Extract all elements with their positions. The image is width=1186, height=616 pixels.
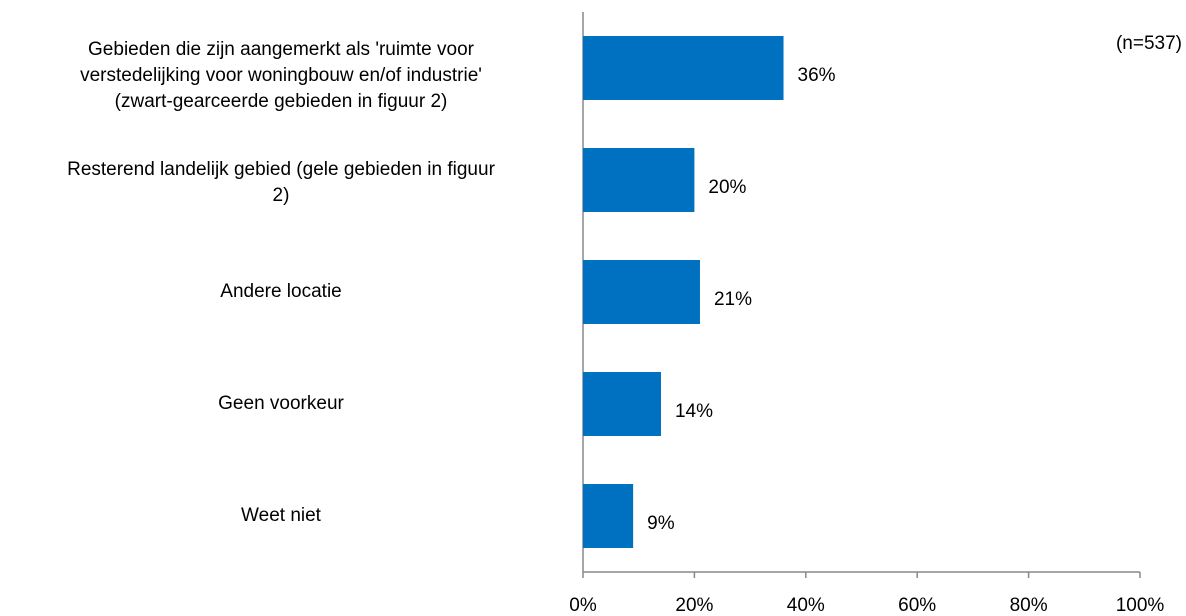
bar	[583, 148, 695, 212]
bar	[583, 484, 634, 548]
bar	[583, 372, 661, 436]
value-label: 14%	[675, 401, 713, 422]
x-tick-label: 100%	[1116, 595, 1165, 616]
bar	[583, 36, 784, 100]
category-label: Gebieden die zijn aangemerkt als 'ruimte…	[80, 39, 482, 112]
x-tick-label: 0%	[569, 595, 597, 616]
value-label: 36%	[798, 65, 836, 86]
x-tick-label: 20%	[675, 595, 713, 616]
category-label: Weet niet	[241, 505, 321, 526]
category-label: Geen voorkeur	[218, 393, 344, 414]
annotation: (n=537)	[1116, 33, 1182, 54]
category-label: Resterend landelijk gebied (gele gebiede…	[67, 159, 495, 206]
x-tick-label: 40%	[787, 595, 825, 616]
value-label: 21%	[714, 289, 752, 310]
value-label: 9%	[647, 513, 675, 534]
x-tick-label: 60%	[898, 595, 936, 616]
value-label: 20%	[708, 177, 746, 198]
category-label: Andere locatie	[220, 281, 342, 302]
x-tick-label: 80%	[1010, 595, 1048, 616]
bar	[583, 260, 700, 324]
